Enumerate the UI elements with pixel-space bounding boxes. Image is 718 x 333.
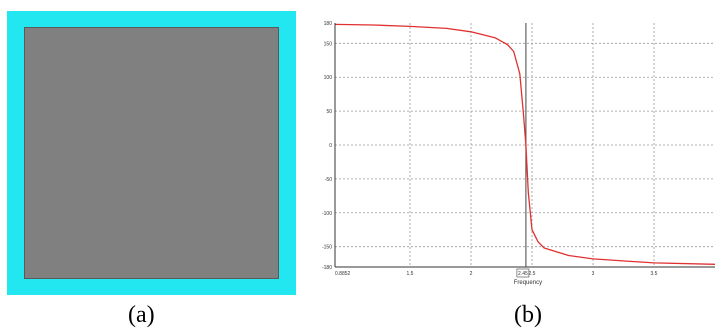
y-tick-label: -150 bbox=[322, 245, 332, 251]
x-tick-label: 0.8852 bbox=[335, 271, 351, 277]
x-tick-label: 3.5 bbox=[651, 271, 658, 277]
y-tick-label: 180 bbox=[324, 21, 333, 27]
y-tick-label: 50 bbox=[326, 109, 332, 115]
x-tick-label: 2.45 bbox=[518, 271, 528, 277]
x-tick-label: 1.5 bbox=[407, 271, 414, 277]
marker-label-box bbox=[516, 268, 530, 278]
y-tick-label: 0 bbox=[329, 143, 332, 149]
x-tick-label: 3 bbox=[592, 271, 595, 277]
series-line bbox=[334, 23, 716, 265]
y-tick-label: -100 bbox=[322, 211, 332, 217]
x-tick-label: 2.5 bbox=[529, 271, 536, 277]
panel-a-frame bbox=[7, 11, 296, 295]
y-tick-label: -50 bbox=[325, 177, 332, 183]
caption-b: (b) bbox=[514, 302, 542, 328]
axis-layer bbox=[334, 23, 715, 268]
y-tick-label: 150 bbox=[324, 41, 333, 47]
series-layer bbox=[334, 23, 716, 265]
caption-a: (a) bbox=[128, 302, 155, 328]
grid-layer bbox=[335, 23, 715, 267]
panel-a-gray-square bbox=[24, 27, 279, 279]
x-axis-label: Frequency bbox=[514, 280, 542, 286]
y-tick-label: 100 bbox=[324, 75, 333, 81]
x-tick-label: 2 bbox=[470, 271, 473, 277]
y-tick-label: -180 bbox=[322, 265, 332, 271]
